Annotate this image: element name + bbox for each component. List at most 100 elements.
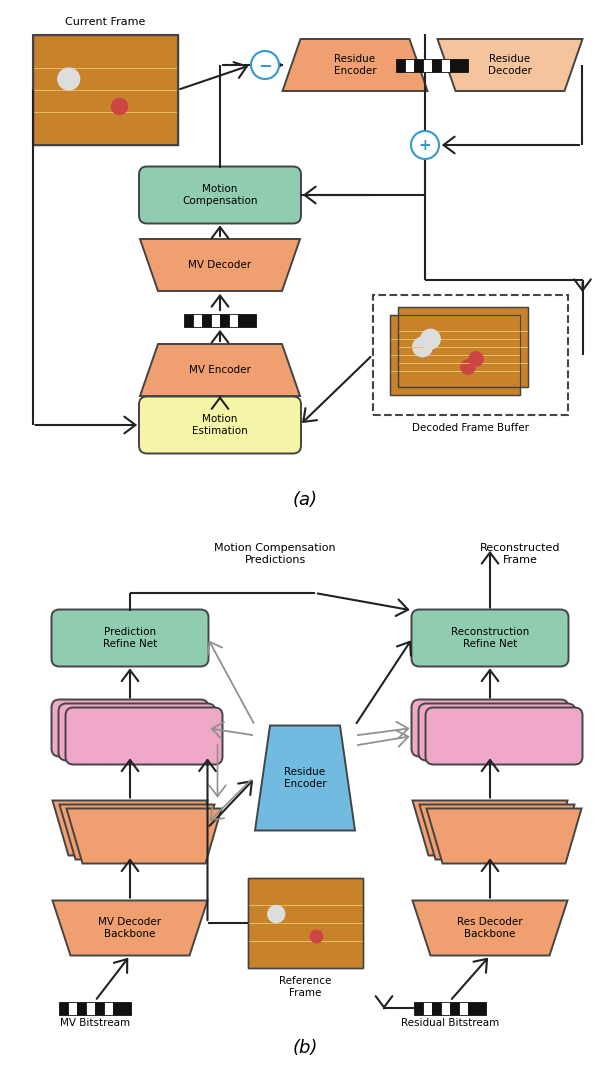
Bar [211,313,220,326]
Bar [229,313,238,326]
Bar [414,59,423,72]
Bar [59,1002,68,1015]
Text: Bilinear
Warping: Bilinear Warping [109,717,152,739]
Text: MV Decoder: MV Decoder [188,260,251,270]
Circle shape [251,51,279,79]
Bar [238,313,247,326]
Circle shape [411,131,439,159]
Bar [113,1002,122,1015]
Text: Residue
Decoder: Residue Decoder [488,54,532,76]
FancyBboxPatch shape [426,708,583,764]
Polygon shape [52,800,207,855]
Bar [432,1002,441,1015]
Text: Res Decoder
Backbone: Res Decoder Backbone [457,917,523,939]
FancyBboxPatch shape [139,167,301,223]
Polygon shape [52,901,207,955]
FancyBboxPatch shape [51,609,209,667]
Bar [468,1002,477,1015]
Bar [86,1002,95,1015]
Bar [405,59,414,72]
FancyBboxPatch shape [65,708,223,764]
Polygon shape [140,238,300,291]
Circle shape [267,905,285,924]
FancyBboxPatch shape [139,397,301,453]
FancyBboxPatch shape [418,704,575,761]
FancyBboxPatch shape [412,699,569,757]
Bar [95,1002,104,1015]
Text: Res Decoder
Branch: Res Decoder Branch [457,817,523,839]
Bar [68,1002,77,1015]
Bar [432,59,441,72]
Text: Prediction
Refine Net: Prediction Refine Net [103,627,157,649]
Polygon shape [426,809,581,864]
Bar [220,313,229,326]
FancyBboxPatch shape [51,699,209,757]
Text: MV Encoder: MV Encoder [189,365,251,375]
Circle shape [420,328,441,349]
Bar [398,307,528,387]
Circle shape [310,930,323,943]
Polygon shape [437,39,583,91]
Polygon shape [140,344,300,396]
Bar [423,1002,432,1015]
Circle shape [57,67,81,91]
Text: (a): (a) [293,491,317,509]
Bar [184,313,193,326]
Bar [202,313,211,326]
Bar [423,59,432,72]
Text: Current Frame: Current Frame [65,17,145,27]
Bar [477,1002,486,1015]
Bar [414,1002,423,1015]
Polygon shape [60,804,215,860]
Circle shape [468,351,484,366]
Bar [122,1002,131,1015]
Text: +: + [418,138,431,153]
FancyBboxPatch shape [59,704,215,761]
Bar [459,59,468,72]
Text: −: − [258,56,272,74]
Text: Residual Bitstream: Residual Bitstream [401,1018,499,1028]
Text: Residue
Encoder: Residue Encoder [284,766,326,789]
Bar [248,878,362,968]
Bar [396,59,405,72]
Bar [450,1002,459,1015]
Bar [373,295,567,415]
FancyBboxPatch shape [412,609,569,667]
Bar [248,878,362,968]
Text: Add: Add [480,723,500,733]
Polygon shape [66,809,221,864]
Bar [459,1002,468,1015]
Bar [450,59,459,72]
Bar [390,315,520,395]
Polygon shape [282,39,428,91]
Bar [104,1002,113,1015]
Text: Motion
Estimation: Motion Estimation [192,414,248,436]
Bar [32,35,178,145]
Bar [390,315,520,395]
Circle shape [111,98,128,115]
Text: Reference
Frame: Reference Frame [279,976,331,997]
Text: Motion Compensation
Predictions: Motion Compensation Predictions [214,543,336,565]
Polygon shape [420,804,575,860]
Bar [441,1002,450,1015]
Text: MV Decoder
Branch: MV Decoder Branch [98,817,162,839]
Bar [247,313,256,326]
Bar [32,35,178,145]
Text: Residue
Encoder: Residue Encoder [334,54,376,76]
Text: Reconstruction
Refine Net: Reconstruction Refine Net [451,627,529,649]
Bar [441,59,450,72]
Text: Motion
Compensation: Motion Compensation [182,184,258,206]
Polygon shape [412,800,567,855]
Text: MV Bitstream: MV Bitstream [60,1018,130,1028]
Text: MV Decoder
Backbone: MV Decoder Backbone [98,917,162,939]
Bar [193,313,202,326]
Circle shape [412,337,433,358]
Bar [77,1002,86,1015]
Bar [398,307,528,387]
Text: Reconstructed
Frame: Reconstructed Frame [479,543,560,565]
Circle shape [460,359,476,375]
Polygon shape [255,725,355,830]
Text: (b): (b) [292,1038,318,1057]
Polygon shape [412,901,567,955]
Text: Decoded Frame Buffer: Decoded Frame Buffer [412,423,528,433]
